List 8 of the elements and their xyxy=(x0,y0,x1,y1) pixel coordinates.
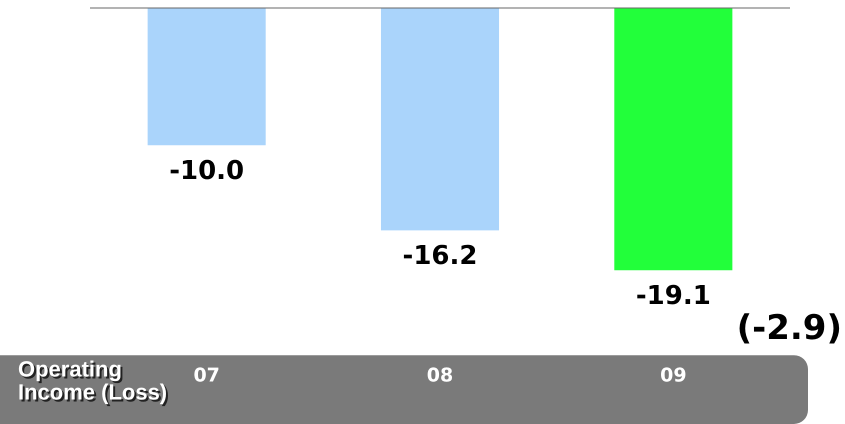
data-label: -19.1 xyxy=(636,280,711,311)
data-label: -16.2 xyxy=(402,241,478,272)
x-tick-label: 09 xyxy=(660,364,687,387)
x-tick-label: 07 xyxy=(193,364,220,387)
x-tick-label: 08 xyxy=(426,364,454,387)
x-axis-title: Operating Income (Loss) xyxy=(18,356,170,406)
text: (-2.9) xyxy=(736,308,842,348)
data-label: -10.0 xyxy=(169,156,244,186)
